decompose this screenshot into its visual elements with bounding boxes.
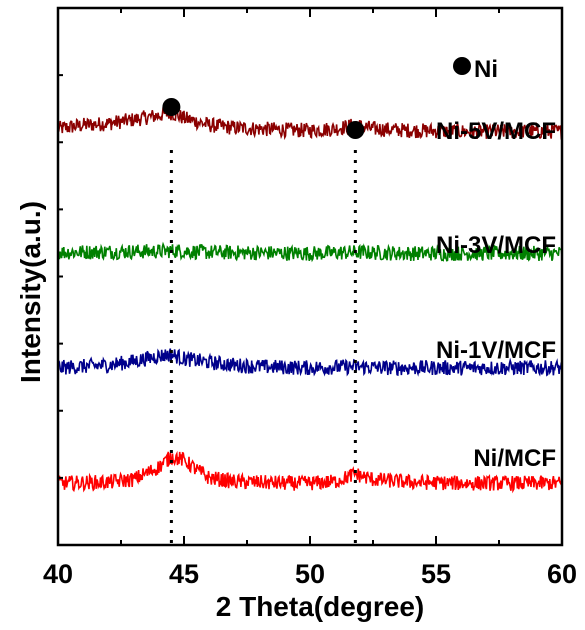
legend: Ni (453, 56, 498, 83)
series-line-ni-5v-mcf (57, 107, 563, 141)
x-tick-label: 40 (43, 559, 73, 589)
peak-marker-icon (162, 98, 181, 116)
series-label-ni-1v-mcf: Ni-1V/MCF (436, 337, 556, 364)
y-axis-label: Intensity(a.u.) (15, 201, 46, 383)
peak-markers (162, 98, 365, 139)
series-label-ni-5v-mcf: Ni-5V/MCF (436, 118, 556, 145)
series-labels: Ni-5V/MCF Ni-3V/MCF Ni-1V/MCF Ni/MCF (436, 118, 556, 472)
x-tick-label: 45 (169, 559, 199, 589)
x-tick-label: 55 (421, 559, 451, 589)
series-label-ni-mcf: Ni/MCF (473, 445, 556, 472)
x-tick-labels: 40 45 50 55 60 (43, 559, 577, 589)
series-line-ni-1v-mcf (57, 348, 563, 377)
legend-label: Ni (474, 56, 498, 83)
series-line-ni-3v-mcf (57, 241, 563, 263)
peak-marker-icon (346, 121, 365, 139)
legend-marker-icon (453, 57, 471, 75)
x-tick-label: 60 (547, 559, 577, 589)
series-group (57, 107, 563, 494)
series-label-ni-3v-mcf: Ni-3V/MCF (436, 232, 556, 259)
axis-ticks (57, 8, 563, 545)
x-axis-label: 2 Theta(degree) (216, 591, 425, 622)
series-line-ni-mcf (57, 450, 563, 494)
x-tick-label: 50 (295, 559, 325, 589)
